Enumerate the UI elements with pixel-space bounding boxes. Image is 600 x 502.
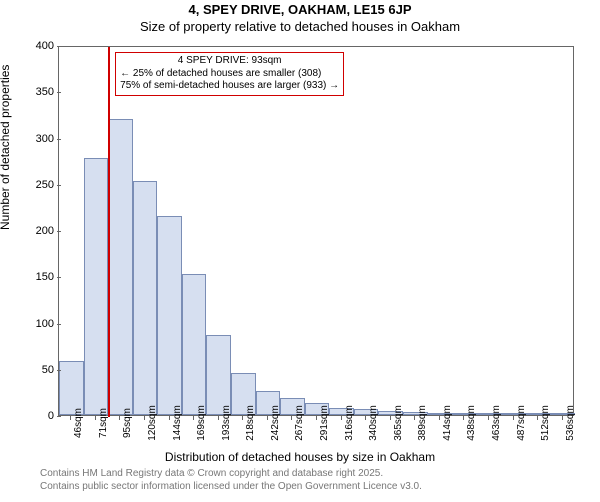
x-tick-label: 144sqm [172, 405, 183, 441]
y-tick-mark [57, 324, 61, 325]
x-tick-label: 169sqm [196, 405, 207, 441]
x-tick-label: 438sqm [466, 405, 477, 441]
x-tick-mark [70, 416, 71, 420]
x-tick-mark [562, 416, 563, 420]
callout-line-2: 75% of semi-detached houses are larger (… [120, 80, 339, 93]
y-tick-label: 250 [14, 179, 54, 191]
y-tick-mark [57, 416, 61, 417]
x-tick-mark [316, 416, 317, 420]
x-tick-label: 267sqm [294, 405, 305, 441]
x-tick-mark [537, 416, 538, 420]
x-tick-label: 340sqm [368, 405, 379, 441]
x-tick-mark [341, 416, 342, 420]
y-tick-label: 200 [14, 225, 54, 237]
x-tick-mark [488, 416, 489, 420]
histogram-bar [84, 158, 109, 415]
histogram-bar [182, 274, 207, 415]
y-tick-mark [57, 370, 61, 371]
x-tick-label: 291sqm [319, 405, 330, 441]
x-tick-label: 218sqm [245, 405, 256, 441]
y-tick-mark [57, 139, 61, 140]
x-tick-mark [242, 416, 243, 420]
chart-plot-area [58, 46, 574, 416]
x-tick-label: 95sqm [122, 408, 133, 438]
y-tick-mark [57, 231, 61, 232]
x-tick-mark [95, 416, 96, 420]
histogram-bar [59, 361, 84, 415]
x-tick-label: 536sqm [565, 405, 576, 441]
x-tick-label: 365sqm [393, 405, 404, 441]
x-tick-mark [414, 416, 415, 420]
x-tick-label: 46sqm [73, 408, 84, 438]
histogram-bar [157, 216, 182, 415]
callout-title: 4 SPEY DRIVE: 93sqm [120, 55, 339, 68]
y-axis-label: Number of detached properties [0, 65, 12, 230]
x-tick-label: 316sqm [344, 405, 355, 441]
title-line-2: Size of property relative to detached ho… [0, 19, 600, 34]
x-tick-mark [365, 416, 366, 420]
y-tick-label: 100 [14, 318, 54, 330]
chart-title-block: 4, SPEY DRIVE, OAKHAM, LE15 6JP Size of … [0, 2, 600, 34]
x-tick-mark [463, 416, 464, 420]
x-tick-label: 487sqm [516, 405, 527, 441]
x-tick-mark [291, 416, 292, 420]
y-tick-label: 350 [14, 86, 54, 98]
reference-line [108, 47, 110, 417]
x-tick-label: 463sqm [491, 405, 502, 441]
y-tick-label: 0 [14, 410, 54, 422]
x-tick-label: 389sqm [417, 405, 428, 441]
histogram-bar [133, 181, 158, 415]
x-tick-mark [218, 416, 219, 420]
y-tick-label: 150 [14, 271, 54, 283]
y-tick-label: 50 [14, 364, 54, 376]
histogram-bar [206, 335, 231, 415]
y-tick-label: 400 [14, 40, 54, 52]
y-tick-mark [57, 92, 61, 93]
x-tick-label: 242sqm [270, 405, 281, 441]
y-tick-mark [57, 46, 61, 47]
x-tick-mark [119, 416, 120, 420]
x-tick-mark [193, 416, 194, 420]
x-axis-label: Distribution of detached houses by size … [0, 450, 600, 464]
x-tick-label: 71sqm [98, 408, 109, 438]
x-tick-label: 414sqm [442, 405, 453, 441]
x-tick-label: 120sqm [147, 405, 158, 441]
title-line-1: 4, SPEY DRIVE, OAKHAM, LE15 6JP [0, 2, 600, 17]
x-tick-mark [267, 416, 268, 420]
footer-line-2: Contains public sector information licen… [40, 481, 422, 494]
x-tick-mark [169, 416, 170, 420]
x-tick-mark [390, 416, 391, 420]
x-tick-label: 193sqm [221, 405, 232, 441]
x-tick-mark [513, 416, 514, 420]
y-tick-mark [57, 277, 61, 278]
x-tick-mark [439, 416, 440, 420]
callout-box: 4 SPEY DRIVE: 93sqm← 25% of detached hou… [115, 52, 344, 96]
y-tick-label: 300 [14, 133, 54, 145]
y-tick-mark [57, 185, 61, 186]
histogram-bar [108, 119, 133, 415]
x-tick-mark [144, 416, 145, 420]
callout-line-1: ← 25% of detached houses are smaller (30… [120, 68, 339, 81]
x-tick-label: 512sqm [540, 405, 551, 441]
footer-line-1: Contains HM Land Registry data © Crown c… [40, 468, 422, 481]
attribution-footer: Contains HM Land Registry data © Crown c… [40, 468, 422, 493]
